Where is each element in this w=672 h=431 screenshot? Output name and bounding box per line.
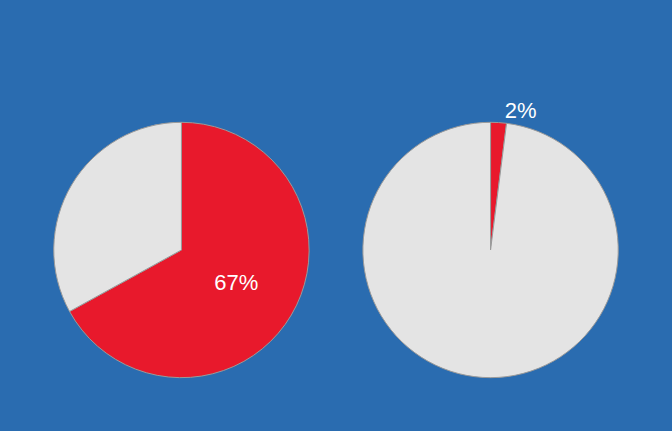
svg-text:2%: 2%	[505, 98, 537, 123]
svg-text:67%: 67%	[214, 270, 258, 295]
